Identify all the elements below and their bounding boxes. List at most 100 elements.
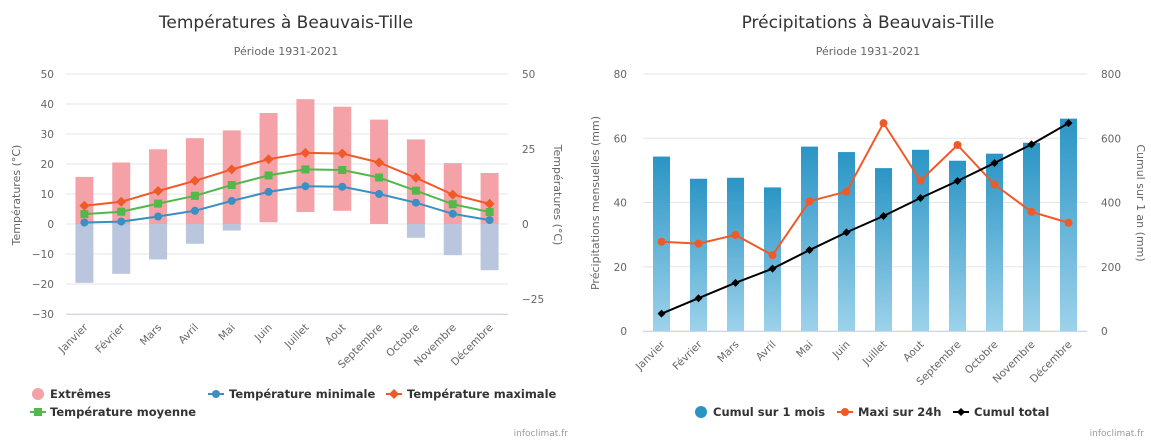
extreme-bar-janvier[interactable]: [75, 176, 94, 224]
point-tmax-decembre[interactable]: [484, 198, 495, 209]
legend-tmax-icon[interactable]: [389, 389, 399, 399]
point-tmoy-janvier[interactable]: [80, 210, 89, 219]
point-tmoy-novembre[interactable]: [448, 200, 457, 209]
legend-tmoy[interactable]: Température moyenne: [50, 405, 196, 419]
x-tick-label: Juillet: [860, 339, 890, 369]
point-tmoy-mai[interactable]: [227, 181, 236, 189]
legend-cumul-total[interactable]: Cumul total: [974, 405, 1049, 419]
legend-tmin-icon[interactable]: [212, 390, 220, 398]
point-tmoy-avril[interactable]: [190, 191, 199, 200]
legend-tmoy-icon[interactable]: [34, 408, 42, 416]
point-tmin-mars[interactable]: [154, 212, 163, 221]
precip-bar-novembre[interactable]: [1023, 142, 1040, 331]
point-tmax-juin[interactable]: [263, 154, 274, 165]
point-maxi-fevrier[interactable]: [694, 239, 703, 248]
extreme-bar-septembre[interactable]: [370, 119, 389, 224]
extreme-bar-low-decembre[interactable]: [480, 224, 499, 271]
legend-cumul-mois-icon[interactable]: [695, 406, 707, 418]
point-cumul-decembre[interactable]: [1064, 119, 1073, 128]
point-cumul-mars[interactable]: [731, 278, 740, 287]
point-tmin-fevrier[interactable]: [117, 217, 126, 226]
point-maxi-mars[interactable]: [731, 230, 740, 239]
extreme-bar-low-octobre[interactable]: [406, 224, 425, 238]
extreme-bar-aout[interactable]: [333, 106, 352, 211]
point-cumul-janvier[interactable]: [657, 309, 666, 318]
point-tmax-mai[interactable]: [226, 164, 237, 175]
extreme-bar-low-avril[interactable]: [185, 224, 204, 244]
extreme-bar-low-janvier[interactable]: [75, 224, 94, 283]
extreme-bar-juin[interactable]: [259, 113, 278, 223]
extreme-bar-fevrier[interactable]: [112, 162, 131, 225]
point-tmoy-juin[interactable]: [264, 171, 273, 180]
point-maxi-aout[interactable]: [916, 176, 925, 185]
point-cumul-avril[interactable]: [768, 264, 777, 273]
legend-maxi-icon[interactable]: [841, 408, 849, 416]
precip-bar-septembre[interactable]: [949, 160, 966, 331]
point-tmin-octobre[interactable]: [411, 198, 420, 207]
precip-bar-avril[interactable]: [764, 187, 781, 331]
point-maxi-octobre[interactable]: [990, 180, 999, 189]
point-maxi-avril[interactable]: [768, 251, 777, 260]
legend-tmin[interactable]: Température minimale: [229, 387, 375, 401]
credit-right[interactable]: infoclimat.fr: [1090, 429, 1145, 439]
point-cumul-mai[interactable]: [805, 246, 814, 255]
point-tmin-novembre[interactable]: [448, 209, 457, 218]
extreme-bar-low-mars[interactable]: [149, 224, 168, 260]
point-tmax-avril[interactable]: [189, 175, 200, 186]
point-tmin-decembre[interactable]: [485, 216, 494, 225]
point-tmin-mai[interactable]: [227, 196, 236, 205]
point-maxi-juillet[interactable]: [879, 119, 888, 128]
point-tmax-aout[interactable]: [337, 148, 348, 159]
precip-bar-juillet[interactable]: [875, 168, 892, 331]
point-cumul-novembre[interactable]: [1027, 140, 1036, 149]
point-cumul-septembre[interactable]: [953, 176, 962, 185]
legend-cumul-total-icon[interactable]: [957, 408, 965, 416]
precip-bar-octobre[interactable]: [986, 153, 1003, 331]
point-tmax-octobre[interactable]: [410, 172, 421, 183]
point-maxi-novembre[interactable]: [1027, 207, 1036, 216]
point-tmax-juillet[interactable]: [300, 147, 311, 158]
point-tmin-juin[interactable]: [264, 187, 273, 196]
point-tmoy-octobre[interactable]: [411, 186, 420, 195]
point-tmin-septembre[interactable]: [375, 190, 384, 198]
precip-bar-mars[interactable]: [727, 177, 744, 331]
point-maxi-septembre[interactable]: [953, 140, 962, 149]
point-tmax-fevrier[interactable]: [116, 196, 127, 207]
point-tmoy-aout[interactable]: [338, 166, 347, 174]
point-tmoy-decembre[interactable]: [485, 208, 494, 216]
precip-bar-mai[interactable]: [801, 146, 818, 331]
point-tmin-aout[interactable]: [338, 182, 347, 191]
point-tmax-mars[interactable]: [153, 186, 164, 196]
precip-bar-juin[interactable]: [838, 152, 855, 331]
point-tmoy-fevrier[interactable]: [117, 207, 126, 216]
point-cumul-fevrier[interactable]: [694, 294, 703, 303]
point-tmoy-septembre[interactable]: [375, 173, 384, 182]
legend-extremes[interactable]: Extrêmes: [50, 387, 111, 401]
point-maxi-decembre[interactable]: [1064, 218, 1073, 227]
point-tmin-juillet[interactable]: [301, 182, 310, 191]
point-tmin-avril[interactable]: [190, 206, 199, 215]
point-tmoy-juillet[interactable]: [301, 165, 310, 174]
point-tmax-janvier[interactable]: [79, 200, 90, 211]
point-cumul-octobre[interactable]: [990, 158, 999, 167]
legend-tmax[interactable]: Température maximale: [407, 387, 557, 401]
precip-bar-fevrier[interactable]: [690, 178, 707, 331]
point-tmin-janvier[interactable]: [80, 218, 89, 227]
point-cumul-aout[interactable]: [916, 194, 925, 203]
point-maxi-janvier[interactable]: [657, 237, 666, 246]
point-cumul-juillet[interactable]: [879, 211, 888, 220]
point-cumul-juin[interactable]: [842, 228, 851, 237]
extreme-bar-low-novembre[interactable]: [443, 224, 462, 256]
legend-maxi[interactable]: Maxi sur 24h: [858, 405, 941, 419]
point-tmoy-mars[interactable]: [154, 199, 163, 208]
extreme-bar-mai[interactable]: [222, 130, 241, 224]
credit-left[interactable]: infoclimat.fr: [514, 429, 569, 439]
legend-extremes-icon[interactable]: [32, 388, 44, 400]
extreme-bar-low-mai[interactable]: [222, 224, 241, 231]
extreme-bar-low-fevrier[interactable]: [112, 224, 131, 274]
point-maxi-mai[interactable]: [805, 197, 814, 206]
point-maxi-juin[interactable]: [842, 187, 851, 196]
point-tmax-septembre[interactable]: [374, 157, 385, 168]
legend-cumul-mois[interactable]: Cumul sur 1 mois: [713, 405, 825, 419]
point-tmax-novembre[interactable]: [447, 189, 458, 200]
